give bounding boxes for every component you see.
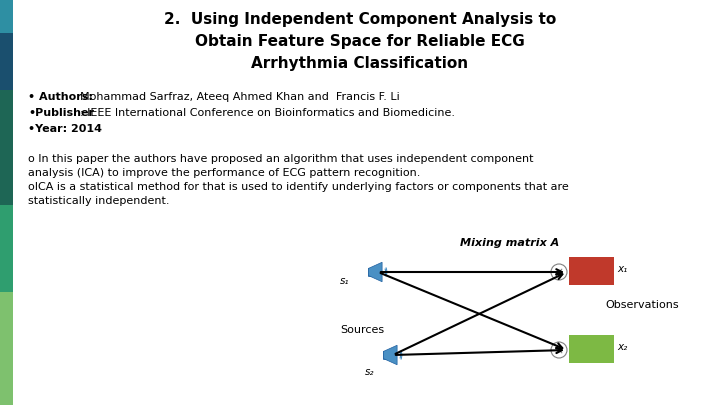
- Polygon shape: [369, 262, 382, 282]
- Text: • Authors:: • Authors:: [28, 92, 96, 102]
- Text: o In this paper the authors have proposed an algorithm that uses independent com: o In this paper the authors have propose…: [28, 154, 534, 164]
- Text: Mixing matrix A: Mixing matrix A: [460, 238, 559, 248]
- Text: s₂: s₂: [365, 367, 374, 377]
- Text: : IEEE International Conference on Bioinformatics and Biomedicine.: : IEEE International Conference on Bioin…: [80, 108, 455, 118]
- Bar: [0, 33, 13, 90]
- Text: Observations: Observations: [605, 300, 679, 310]
- Text: •Publisher: •Publisher: [28, 108, 94, 118]
- Text: oICA is a statistical method for that is used to identify underlying factors or : oICA is a statistical method for that is…: [28, 182, 569, 192]
- Text: •Year: 2014: •Year: 2014: [28, 124, 102, 134]
- Bar: [0, 205, 13, 292]
- Bar: [369, 269, 373, 275]
- FancyBboxPatch shape: [569, 257, 614, 285]
- Text: s₁: s₁: [340, 276, 349, 286]
- Text: Mohammad Sarfraz, Ateeq Ahmed Khan and  Francis F. Li: Mohammad Sarfraz, Ateeq Ahmed Khan and F…: [80, 92, 400, 102]
- Polygon shape: [384, 345, 397, 365]
- Text: x₁: x₁: [617, 264, 627, 274]
- Bar: [0, 90, 13, 205]
- Circle shape: [551, 264, 567, 280]
- Text: x₂: x₂: [617, 342, 627, 352]
- Bar: [0, 292, 13, 405]
- Text: 2.  Using Independent Component Analysis to
Obtain Feature Space for Reliable EC: 2. Using Independent Component Analysis …: [164, 12, 556, 71]
- Text: Sources: Sources: [340, 325, 384, 335]
- Bar: [384, 352, 388, 358]
- FancyBboxPatch shape: [569, 335, 614, 363]
- Text: statistically independent.: statistically independent.: [28, 196, 169, 206]
- Circle shape: [551, 342, 567, 358]
- Text: analysis (ICA) to improve the performance of ECG pattern recognition.: analysis (ICA) to improve the performanc…: [28, 168, 420, 178]
- Bar: [0, 0, 13, 33]
